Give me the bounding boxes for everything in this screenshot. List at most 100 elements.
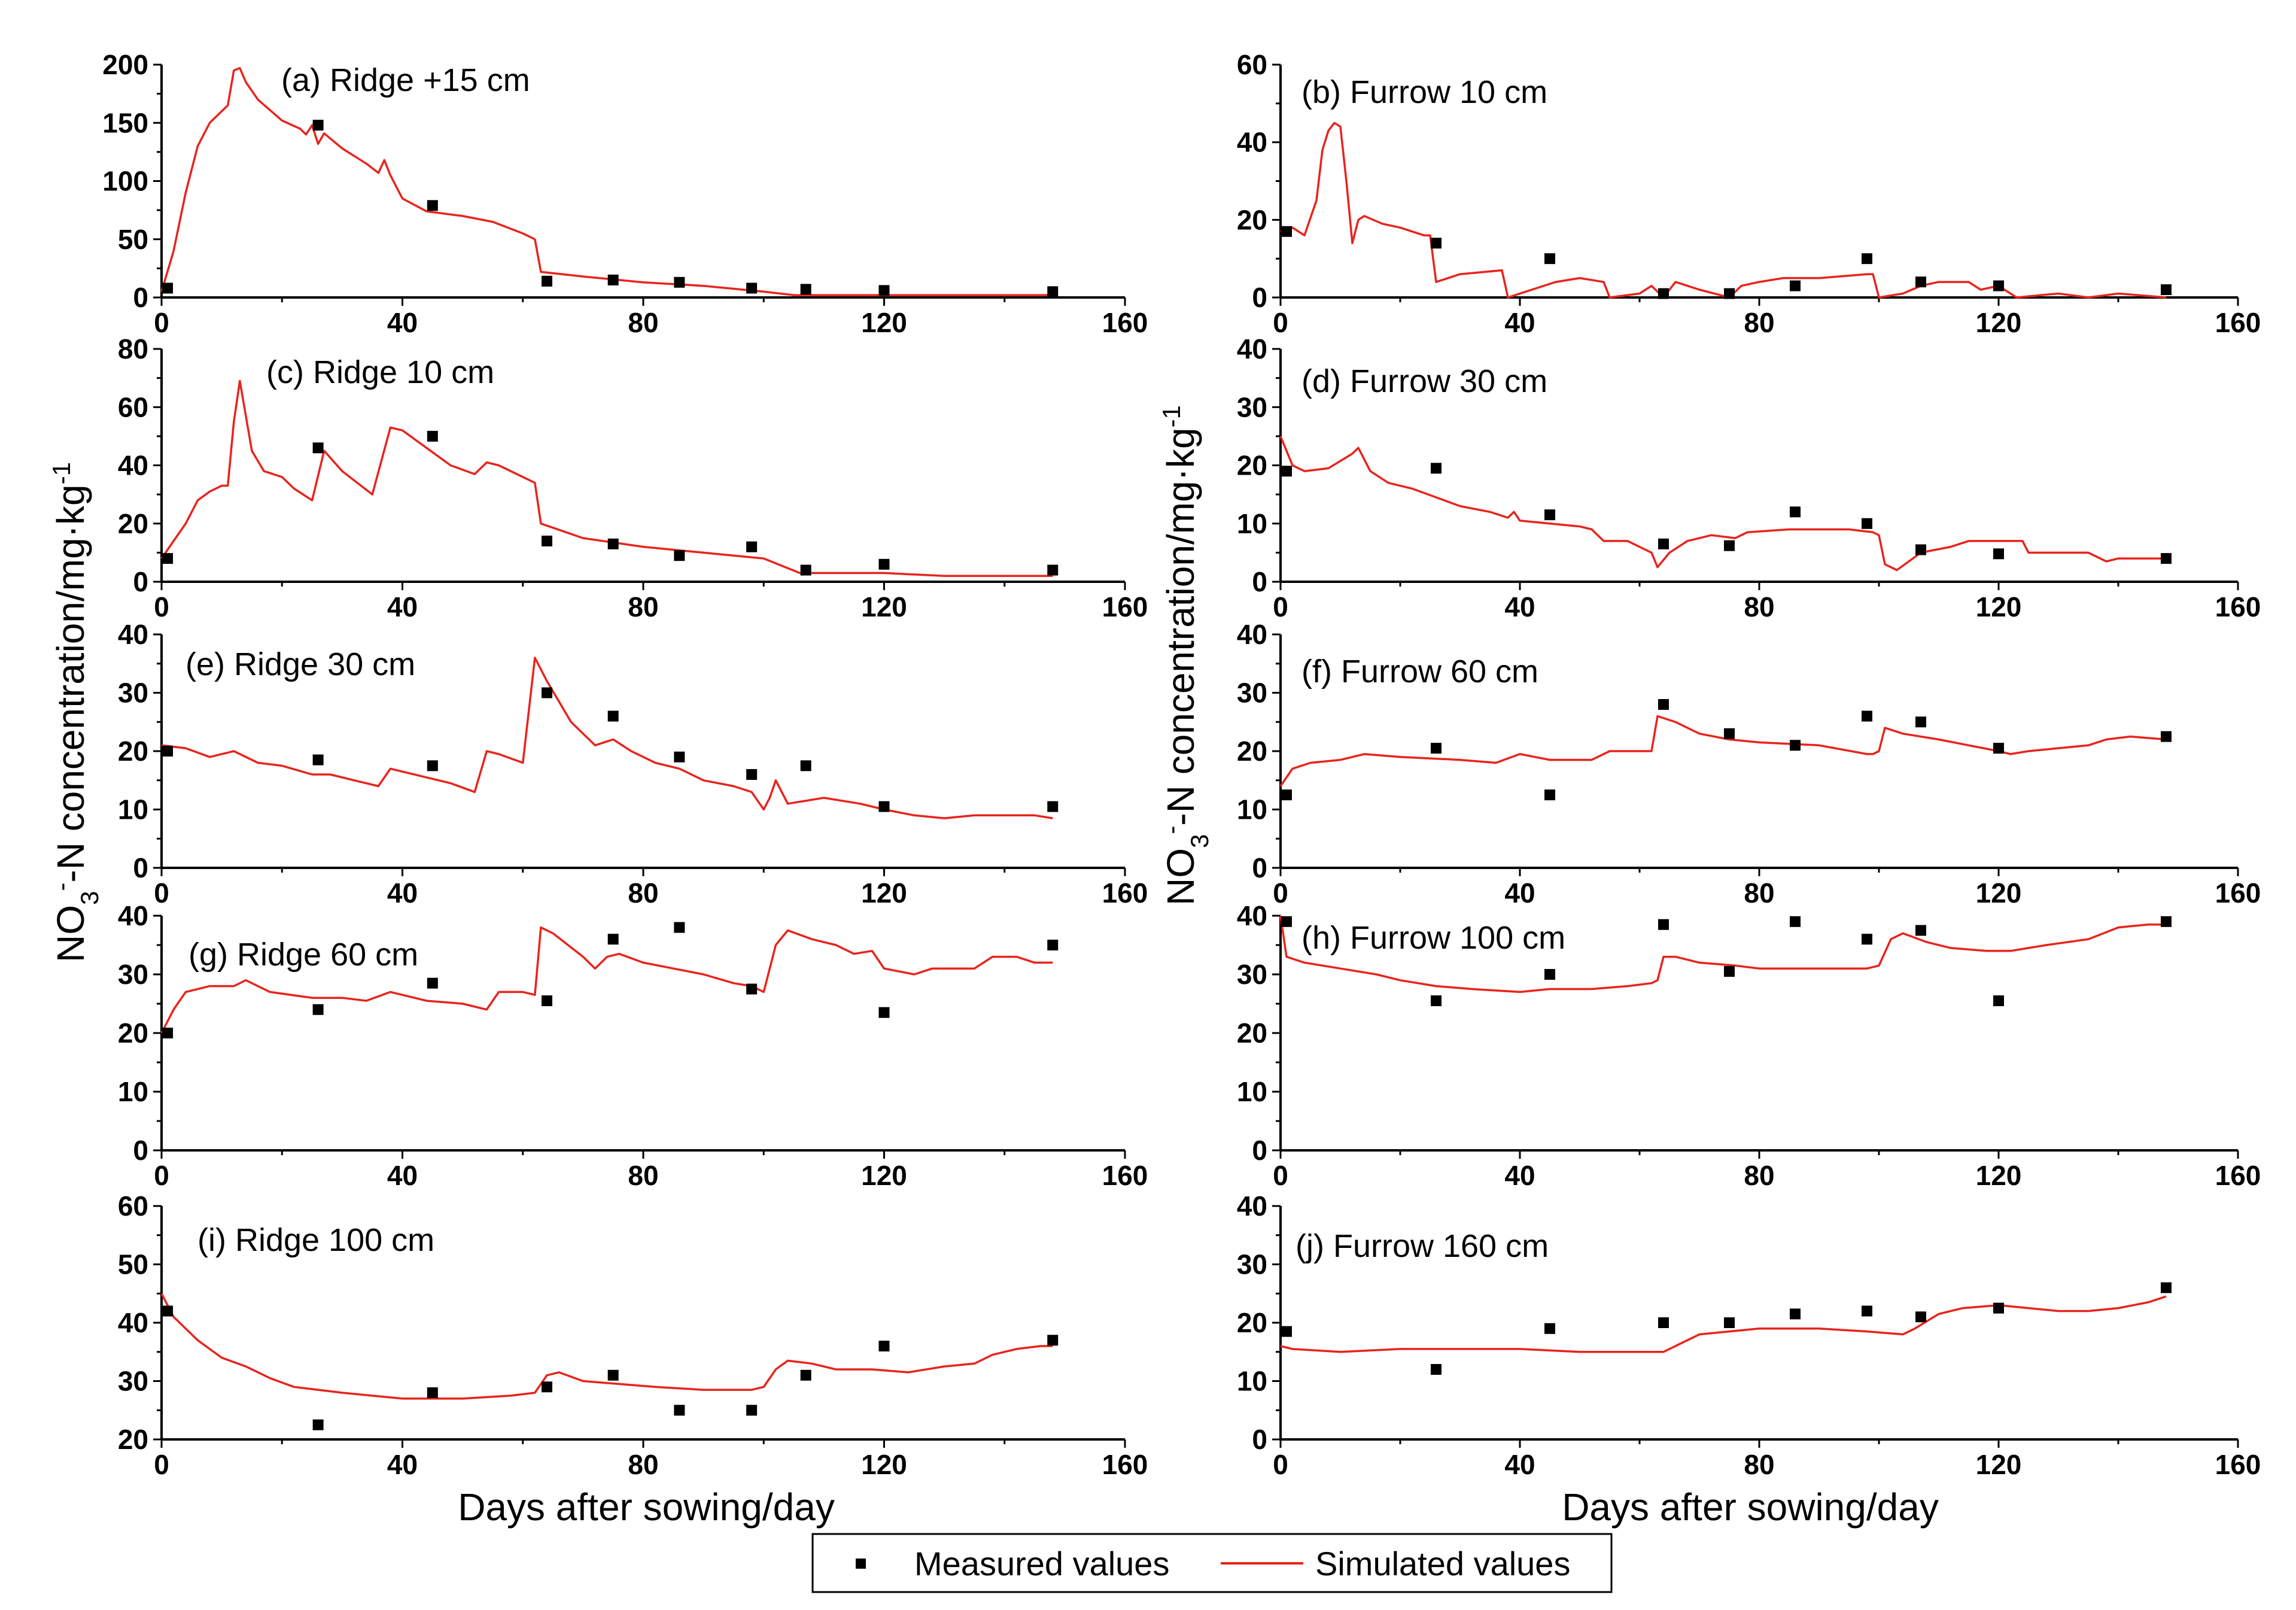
panel-i-x-tick-label: 40 — [387, 1449, 418, 1480]
panel-h-x-tick-label: 0 — [1273, 1160, 1288, 1191]
panel-d-x-tick-label: 0 — [1273, 591, 1288, 622]
panel-j-simulated-line — [1280, 1295, 2167, 1353]
panel-f-measured-point — [1658, 699, 1669, 710]
panel-i-y-tick-label: 30 — [118, 1366, 148, 1397]
panel-d-y-tick-label: 40 — [1237, 333, 1267, 364]
panel-i-x-tick-label: 80 — [628, 1449, 658, 1480]
panel-a-x-tick-label: 80 — [628, 307, 658, 338]
panel-e-measured-point — [746, 769, 758, 780]
panel-j-y-tick-label: 40 — [1237, 1190, 1267, 1222]
panel-e-y-tick-label: 10 — [118, 794, 148, 825]
panel-d-measured-point — [1993, 548, 2004, 560]
panel-c-y-tick-label: 20 — [118, 508, 148, 539]
panel-c-y-tick-label: 60 — [118, 391, 148, 423]
panel-h-y-tick-label: 0 — [1252, 1135, 1267, 1166]
panel-c-y-tick-label: 0 — [133, 566, 148, 597]
panel-h-measured-point — [1862, 934, 1872, 945]
panel-d-y-tick-label: 20 — [1237, 450, 1267, 481]
panel-f-y-tick-label: 40 — [1237, 619, 1267, 650]
panel-a-measured-point — [312, 120, 324, 131]
panel-j-x-tick-label: 160 — [2215, 1449, 2261, 1480]
panel-f-measured-point — [1915, 716, 1926, 728]
panel-f-measured-point — [2161, 731, 2172, 742]
y-axis-label-left: NO3--N concentration/mg·kg-1 — [47, 462, 104, 962]
panel-f-simulated-line — [1279, 715, 2167, 787]
panel-g-x-tick-label: 40 — [387, 1160, 418, 1191]
panel-b-y-tick-label: 0 — [1252, 282, 1267, 313]
panel-j-measured-point — [1993, 1302, 2004, 1314]
panel-b-measured-point — [2161, 284, 2172, 296]
panel-i-x-tick-label: 0 — [154, 1449, 169, 1480]
panel-h-measured-point — [1544, 969, 1555, 980]
panel-e: 0 40 80 120 160 0 10 20 30 40 (e) Ridge 30 cm — [118, 619, 1148, 909]
y-label-no-r: NO — [1159, 848, 1202, 906]
panel-j-x-tick-label: 0 — [1273, 1449, 1288, 1480]
panel-d-measured-point — [2161, 553, 2172, 564]
panel-a-measured-point — [746, 282, 758, 294]
panel-f-x-tick-label: 40 — [1504, 877, 1535, 909]
panel-h-title: (h) Furrow 100 cm — [1301, 920, 1565, 956]
panel-i-measured-point — [800, 1369, 811, 1381]
panel-i: 0 40 80 120 160 20 30 40 50 60 (i) Ridge 100 cm — [118, 1190, 1148, 1480]
panel-g-x-tick-label: 120 — [861, 1160, 907, 1191]
panel-j-y-tick-label: 30 — [1237, 1249, 1267, 1280]
panel-e-measured-point — [427, 760, 438, 771]
panel-h-measured-point — [1658, 919, 1669, 930]
panel-b-measured-point — [1993, 280, 2004, 291]
panel-c-y-tick-label: 40 — [118, 450, 148, 481]
panel-h-y-tick-label: 40 — [1237, 900, 1267, 931]
panel-f-y-tick-label: 30 — [1237, 678, 1267, 709]
panel-c-x-tick-label: 40 — [387, 591, 418, 622]
panel-d-simulated-line — [1279, 436, 2166, 572]
panel-e-simulated-line — [161, 657, 1053, 819]
panel-e-x-tick-label: 120 — [861, 877, 907, 909]
panel-i-simulated-line — [160, 1293, 1053, 1400]
panel-d-measured-point — [1724, 540, 1735, 551]
legend-measured-marker — [856, 1559, 866, 1569]
panel-e-y-tick-label: 0 — [133, 852, 148, 883]
panel-d-measured-point — [1862, 518, 1872, 529]
panel-f-measured-point — [1281, 789, 1292, 801]
panel-g-y-tick-label: 20 — [118, 1017, 148, 1049]
panel-d-title: (d) Furrow 30 cm — [1301, 363, 1547, 399]
panel-i-y-tick-label: 20 — [118, 1424, 148, 1455]
panel-e-x-tick-label: 40 — [387, 877, 418, 909]
panel-b-title: (b) Furrow 10 cm — [1301, 74, 1547, 110]
panel-f-x-tick-label: 80 — [1744, 877, 1774, 909]
panel-h-x-tick-label: 120 — [1976, 1160, 2022, 1191]
panel-d-measured-point — [1790, 506, 1801, 518]
panel-b-x-tick-label: 80 — [1744, 307, 1774, 338]
y-label-no: NO — [49, 905, 92, 962]
panel-j-measured-point — [1915, 1311, 1926, 1323]
panel-c-measured-point — [607, 538, 619, 549]
panel-g-title: (g) Ridge 60 cm — [188, 937, 418, 973]
panel-j-measured-point — [2161, 1282, 2172, 1293]
legend-simulated-label: Simulated values — [1315, 1545, 1570, 1582]
panel-b-measured-point — [1724, 288, 1735, 299]
panel-d-y-tick-label: 30 — [1237, 391, 1267, 423]
panel-a-y-tick-label: 50 — [118, 224, 148, 255]
panel-j-measured-point — [1544, 1323, 1555, 1334]
panel-b-measured-point — [1431, 238, 1442, 249]
panel-a-measured-point — [607, 274, 619, 285]
panel-f-y-tick-label: 20 — [1237, 736, 1267, 767]
panel-j-title: (j) Furrow 160 cm — [1296, 1228, 1549, 1264]
panel-b-measured-point — [1544, 253, 1555, 265]
panel-d-measured-point — [1915, 544, 1926, 555]
x-axis-label-left: Days after sowing/day — [458, 1486, 835, 1529]
panel-e-x-tick-label: 160 — [1102, 877, 1148, 909]
panel-j-y-tick-label: 10 — [1237, 1366, 1267, 1397]
y-label-sup: - — [47, 883, 75, 891]
panel-e-title: (e) Ridge 30 cm — [185, 646, 415, 682]
panel-b-y-tick-label: 60 — [1237, 49, 1267, 80]
panel-e-y-tick-label: 40 — [118, 619, 148, 650]
panel-c-title: (c) Ridge 10 cm — [266, 354, 494, 390]
panel-b-measured-point — [1915, 277, 1926, 288]
panel-f-measured-point — [1993, 743, 2004, 754]
y-label-sub: 3 — [75, 891, 104, 905]
panel-a-y-tick-label: 0 — [133, 282, 148, 313]
panel-d-measured-point — [1431, 463, 1442, 474]
panel-e-x-tick-label: 0 — [154, 877, 169, 909]
panel-g-measured-point — [607, 934, 619, 945]
